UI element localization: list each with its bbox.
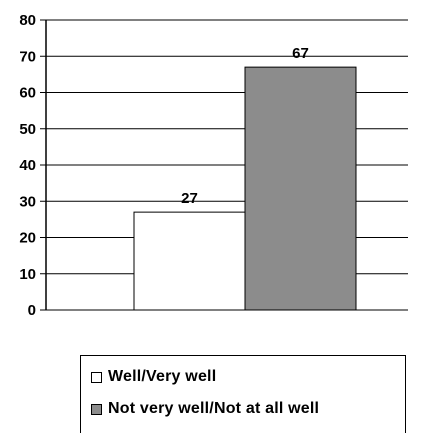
bars xyxy=(133,66,357,311)
legend: Well/Very well Not very well/Not at all … xyxy=(80,355,406,433)
y-tick-label: 80 xyxy=(19,12,36,29)
data-label: 67 xyxy=(292,45,309,62)
y-tick-label: 20 xyxy=(19,230,36,247)
y-tick-label: 50 xyxy=(19,121,36,138)
y-tick-label: 70 xyxy=(19,48,36,65)
gridlines xyxy=(46,19,408,311)
y-tick-label: 60 xyxy=(19,85,36,102)
legend-item-not-well: Not very well/Not at all well xyxy=(91,400,319,418)
y-tick-label: 40 xyxy=(19,157,36,174)
legend-swatch-well xyxy=(91,371,102,383)
data-label: 27 xyxy=(181,190,198,207)
legend-item-well: Well/Very well xyxy=(91,368,216,386)
data-labels: 27 67 xyxy=(181,45,309,207)
y-tick-label: 10 xyxy=(19,266,36,283)
bar-chart: 0 10 20 30 40 50 60 70 80 27 67 xyxy=(19,12,408,319)
y-tick-label: 0 xyxy=(28,302,36,319)
y-tick-label: 30 xyxy=(19,193,36,210)
bar-not-well xyxy=(244,66,357,311)
legend-swatch-not-well xyxy=(91,403,102,415)
y-axis-ticks: 0 10 20 30 40 50 60 70 80 xyxy=(19,12,46,319)
legend-label-well: Well/Very well xyxy=(108,368,217,385)
legend-label-not-well: Not very well/Not at all well xyxy=(108,400,320,417)
bar-well xyxy=(133,211,246,311)
